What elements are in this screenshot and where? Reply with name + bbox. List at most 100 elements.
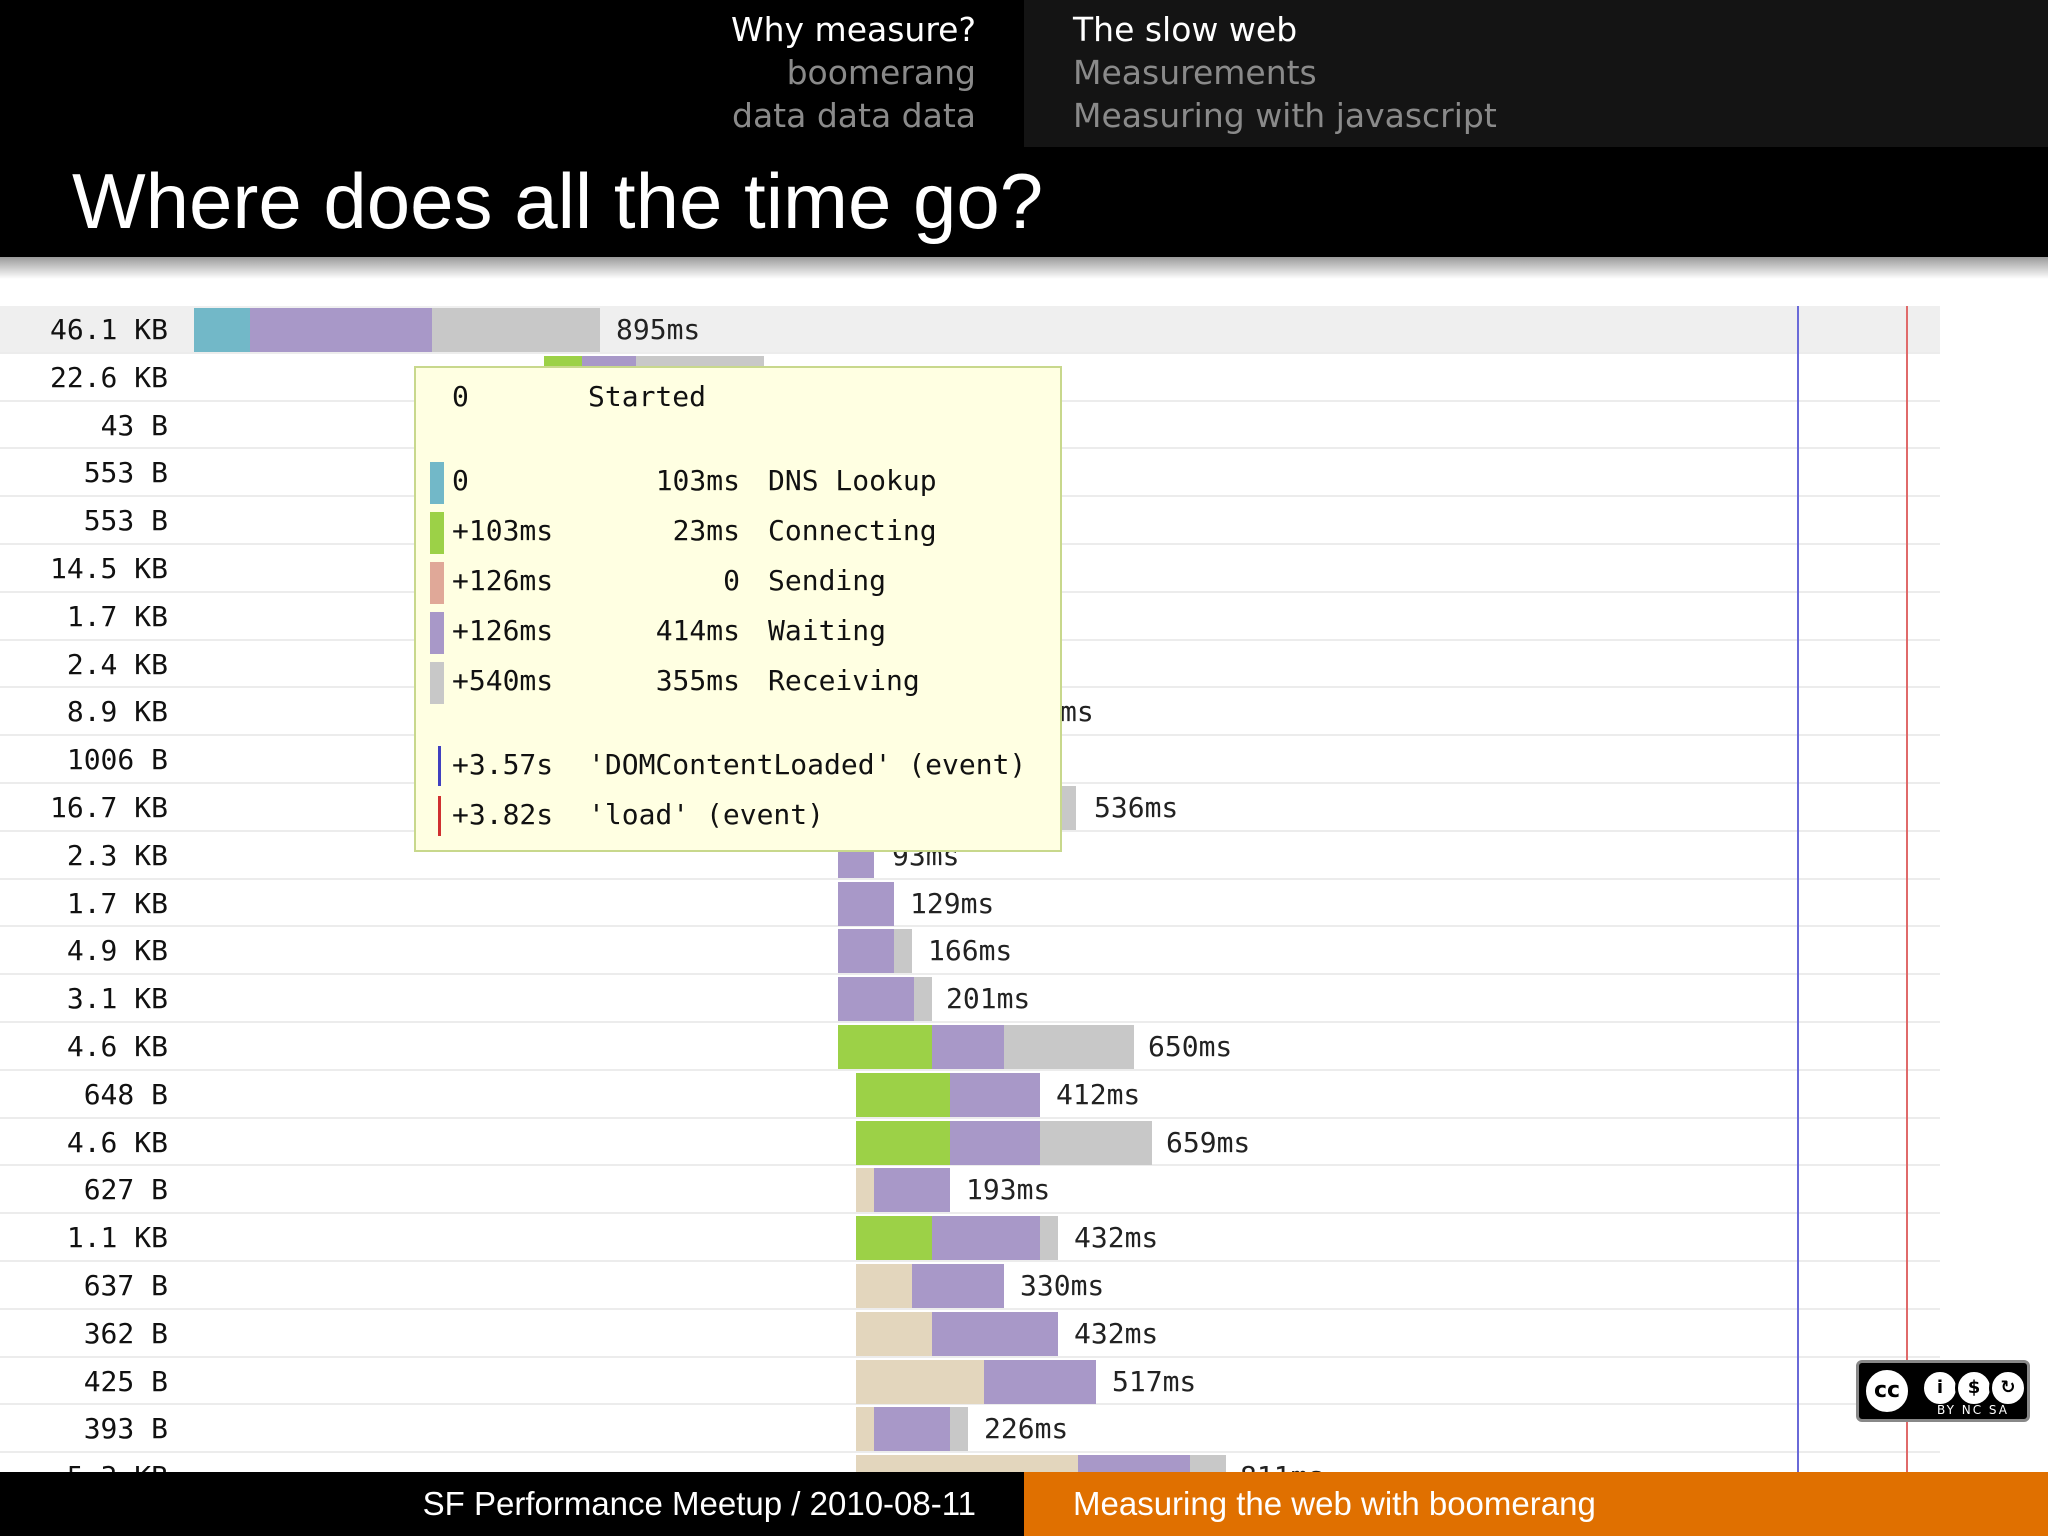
nav-item-measuring-js[interactable]: Measuring with javascript — [1073, 96, 1497, 135]
waterfall-row[interactable]: 3.1 KB 201ms — [0, 975, 1940, 1023]
waterfall-row[interactable]: 425 B 517ms — [0, 1358, 1940, 1406]
footer-talk-title: Measuring the web with boomerang — [1073, 1485, 1596, 1522]
timing-bar-segment — [856, 1407, 874, 1452]
resource-size: 1.1 KB — [66, 1221, 168, 1255]
timing-bar-segment — [984, 1359, 1096, 1404]
license-text: BY NC SA — [1937, 1403, 2009, 1417]
resource-size: 637 B — [83, 1269, 168, 1302]
nav-group-right: The slow web Measurements Measuring with… — [1073, 8, 1497, 137]
timing-bar-segment — [912, 1264, 1004, 1308]
waterfall-row[interactable]: 362 B 432ms — [0, 1310, 1940, 1358]
resource-size: 16.7 KB — [49, 791, 168, 824]
resource-size: 4.6 KB — [66, 1030, 168, 1063]
resource-duration: 330ms — [1020, 1269, 1105, 1302]
creative-commons-badge[interactable]: cc i $ ↻ BY NC SA — [1856, 1360, 2030, 1422]
timing-bar-segment — [1078, 1455, 1190, 1472]
attribution-icon: i — [1921, 1369, 1959, 1407]
footer-event: SF Performance Meetup / 2010-08-11 — [422, 1485, 976, 1522]
receiving-swatch — [430, 662, 444, 704]
nav-item-measurements[interactable]: Measurements — [1073, 53, 1317, 92]
timing-bar-segment — [950, 1072, 1040, 1117]
timing-bar-segment — [1040, 1216, 1058, 1261]
resource-size: 393 B — [83, 1412, 168, 1446]
started-label: Started — [588, 380, 707, 413]
nav-item-slow-web[interactable]: The slow web — [1073, 10, 1298, 49]
resource-duration: 659ms — [1166, 1125, 1251, 1159]
sending-swatch — [430, 562, 444, 604]
nav-item-boomerang[interactable]: boomerang — [786, 53, 976, 92]
nav-item-why-measure[interactable]: Why measure? — [730, 10, 976, 49]
waterfall-row[interactable]: 637 B 330ms — [0, 1262, 1940, 1310]
cc-icon: cc — [1863, 1367, 1911, 1415]
timing-bar-segment — [1040, 1120, 1152, 1165]
timing-bar-segment — [856, 1311, 932, 1356]
timing-bar-segment — [856, 1120, 950, 1165]
waterfall-row[interactable]: 4.6 KB 659ms — [0, 1119, 1940, 1167]
event-time: +3.82s — [452, 798, 554, 831]
timing-bar-segment — [856, 1455, 1078, 1472]
waterfall-row[interactable]: 46.1 KB 895ms — [0, 306, 1940, 354]
resource-size: 553 B — [83, 504, 168, 538]
resource-size: 3.1 KB — [66, 982, 168, 1016]
section-nav: Why measure? boomerang data data data Th… — [0, 0, 2048, 147]
waiting-swatch — [430, 612, 444, 654]
waterfall-row[interactable]: 648 B 412ms — [0, 1071, 1940, 1119]
resource-duration: ms — [1060, 695, 1094, 729]
resource-size: 46.1 KB — [49, 313, 168, 346]
waterfall-row[interactable]: 4.6 KB 650ms — [0, 1023, 1940, 1071]
phase-offset: +540ms — [452, 664, 554, 697]
resource-size: 2.3 KB — [66, 838, 168, 872]
title-bar: Where does all the time go? — [0, 147, 2048, 257]
waterfall-row[interactable]: 4.9 KB 166ms — [0, 927, 1940, 976]
timing-bar-segment — [1004, 1025, 1134, 1069]
event-time: +3.57s — [452, 748, 554, 781]
load-event-marker — [438, 796, 441, 836]
title-shadow — [0, 257, 2048, 279]
waterfall-row[interactable]: 393 B 226ms — [0, 1405, 1940, 1454]
phase-label: Sending — [768, 564, 887, 597]
phase-duration: 414ms — [655, 614, 740, 647]
resource-size: 8.9 KB — [66, 695, 168, 729]
resource-duration: 193ms — [966, 1173, 1051, 1207]
timing-bar-segment — [838, 1025, 932, 1069]
footer-highlight — [1024, 1472, 2048, 1536]
timing-bar-segment — [838, 929, 894, 974]
footer: SF Performance Meetup / 2010-08-11 Measu… — [0, 1472, 2048, 1536]
resource-size: 1.7 KB — [66, 599, 168, 633]
phase-duration: 23ms — [672, 514, 740, 547]
resource-duration: 166ms — [928, 934, 1013, 968]
phase-offset: +103ms — [452, 514, 554, 547]
sharealike-icon: ↻ — [1989, 1369, 2027, 1407]
resource-size: 425 B — [83, 1364, 168, 1398]
load-marker — [1906, 306, 1908, 1472]
timing-bar-segment — [932, 1025, 1004, 1069]
nav-item-data[interactable]: data data data — [732, 96, 976, 135]
timing-bar-segment — [914, 977, 932, 1022]
waterfall-row[interactable]: 5.3 KB 811ms — [0, 1453, 1940, 1472]
phase-offset: +126ms — [452, 614, 554, 647]
timing-bar-segment — [950, 1407, 968, 1452]
waterfall-row[interactable]: 1.1 KB 432ms — [0, 1214, 1940, 1262]
waterfall-row[interactable]: 627 B 193ms — [0, 1166, 1940, 1215]
phase-duration: 355ms — [655, 664, 740, 697]
resource-duration: 536ms — [1094, 791, 1179, 824]
resource-duration: 432ms — [1074, 1316, 1159, 1350]
timing-bar-segment — [194, 308, 250, 352]
resource-size: 362 B — [83, 1316, 168, 1350]
timing-bar-segment — [856, 1264, 912, 1308]
resource-size: 22.6 KB — [49, 360, 168, 394]
waterfall-row[interactable]: 1.7 KB 129ms — [0, 880, 1940, 928]
timing-tooltip: 0 Started 0 103ms DNS Lookup +103ms 23ms… — [414, 366, 1062, 852]
timing-bar-segment — [932, 1216, 1040, 1261]
resource-duration: 811ms — [1240, 1457, 1324, 1472]
resource-size: 627 B — [83, 1173, 168, 1207]
phase-label: DNS Lookup — [768, 464, 937, 497]
timing-bar-segment — [894, 929, 912, 974]
event-label: 'load' (event) — [588, 798, 825, 831]
phase-offset: +126ms — [452, 564, 554, 597]
section-nav-right-panel — [1024, 0, 2048, 147]
resource-duration: 517ms — [1112, 1364, 1197, 1398]
phase-label: Connecting — [768, 514, 937, 547]
timing-bar-segment — [856, 1216, 932, 1261]
domcontentloaded-event-marker — [438, 746, 441, 786]
